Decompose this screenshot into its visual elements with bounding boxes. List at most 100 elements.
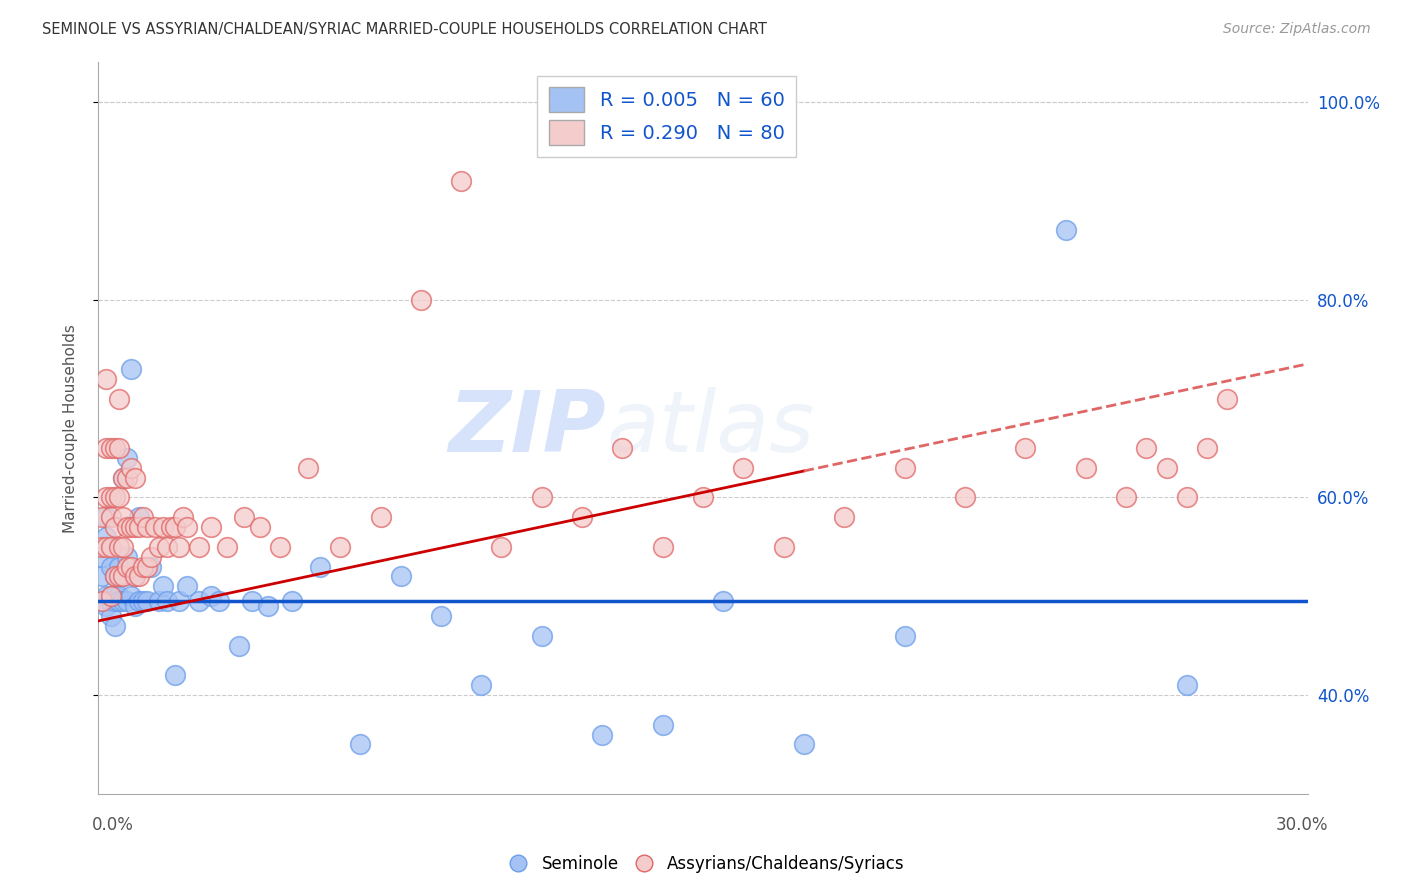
- Point: [281, 594, 304, 608]
- Point: [156, 594, 179, 608]
- Point: [100, 594, 122, 608]
- Point: [651, 540, 673, 554]
- Point: [176, 579, 198, 593]
- Point: [953, 491, 976, 505]
- Point: [232, 510, 254, 524]
- Point: [103, 441, 125, 455]
- Point: [96, 491, 118, 505]
- Point: [1135, 441, 1157, 455]
- Point: [115, 549, 138, 564]
- Point: [240, 594, 263, 608]
- Point: [120, 460, 142, 475]
- Point: [329, 540, 352, 554]
- Point: [100, 510, 122, 524]
- Point: [124, 470, 146, 484]
- Point: [100, 559, 122, 574]
- Point: [111, 569, 134, 583]
- Point: [176, 520, 198, 534]
- Point: [163, 668, 186, 682]
- Text: ZIP: ZIP: [449, 386, 606, 470]
- Point: [1175, 491, 1198, 505]
- Point: [103, 594, 125, 608]
- Legend: R = 0.005   N = 60, R = 0.290   N = 80: R = 0.005 N = 60, R = 0.290 N = 80: [537, 76, 796, 157]
- Point: [96, 599, 118, 613]
- Point: [100, 491, 122, 505]
- Point: [91, 594, 114, 608]
- Point: [156, 540, 179, 554]
- Point: [103, 491, 125, 505]
- Point: [200, 520, 222, 534]
- Point: [120, 559, 142, 574]
- Point: [430, 609, 453, 624]
- Point: [120, 589, 142, 603]
- Point: [107, 540, 129, 554]
- Point: [128, 510, 150, 524]
- Point: [152, 520, 174, 534]
- Point: [1115, 491, 1137, 505]
- Point: [163, 520, 186, 534]
- Point: [103, 569, 125, 583]
- Point: [470, 678, 492, 692]
- Point: [711, 594, 734, 608]
- Point: [91, 549, 114, 564]
- Point: [115, 450, 138, 465]
- Point: [107, 559, 129, 574]
- Point: [100, 441, 122, 455]
- Point: [107, 594, 129, 608]
- Point: [111, 594, 134, 608]
- Point: [96, 530, 118, 544]
- Point: [1216, 392, 1239, 406]
- Point: [228, 639, 250, 653]
- Point: [491, 540, 513, 554]
- Point: [103, 520, 125, 534]
- Point: [107, 441, 129, 455]
- Point: [107, 569, 129, 583]
- Point: [124, 569, 146, 583]
- Point: [1195, 441, 1218, 455]
- Point: [124, 520, 146, 534]
- Point: [530, 491, 553, 505]
- Point: [167, 540, 190, 554]
- Point: [111, 470, 134, 484]
- Point: [160, 520, 183, 534]
- Point: [96, 372, 118, 386]
- Point: [100, 589, 122, 603]
- Point: [571, 510, 593, 524]
- Point: [1054, 223, 1077, 237]
- Point: [793, 738, 815, 752]
- Point: [111, 470, 134, 484]
- Point: [256, 599, 278, 613]
- Point: [188, 540, 211, 554]
- Point: [103, 589, 125, 603]
- Point: [100, 540, 122, 554]
- Point: [132, 559, 155, 574]
- Text: Source: ZipAtlas.com: Source: ZipAtlas.com: [1223, 22, 1371, 37]
- Point: [120, 520, 142, 534]
- Point: [188, 594, 211, 608]
- Point: [91, 569, 114, 583]
- Point: [135, 520, 157, 534]
- Point: [370, 510, 392, 524]
- Point: [1156, 460, 1178, 475]
- Point: [128, 569, 150, 583]
- Point: [389, 569, 412, 583]
- Point: [172, 510, 194, 524]
- Point: [91, 510, 114, 524]
- Point: [139, 549, 162, 564]
- Point: [167, 594, 190, 608]
- Point: [107, 589, 129, 603]
- Point: [139, 559, 162, 574]
- Point: [103, 619, 125, 633]
- Point: [115, 559, 138, 574]
- Point: [591, 728, 613, 742]
- Point: [111, 540, 134, 554]
- Point: [96, 589, 118, 603]
- Point: [208, 594, 231, 608]
- Point: [128, 594, 150, 608]
- Point: [91, 594, 114, 608]
- Text: 0.0%: 0.0%: [91, 816, 134, 834]
- Point: [148, 540, 170, 554]
- Point: [772, 540, 794, 554]
- Point: [692, 491, 714, 505]
- Point: [148, 594, 170, 608]
